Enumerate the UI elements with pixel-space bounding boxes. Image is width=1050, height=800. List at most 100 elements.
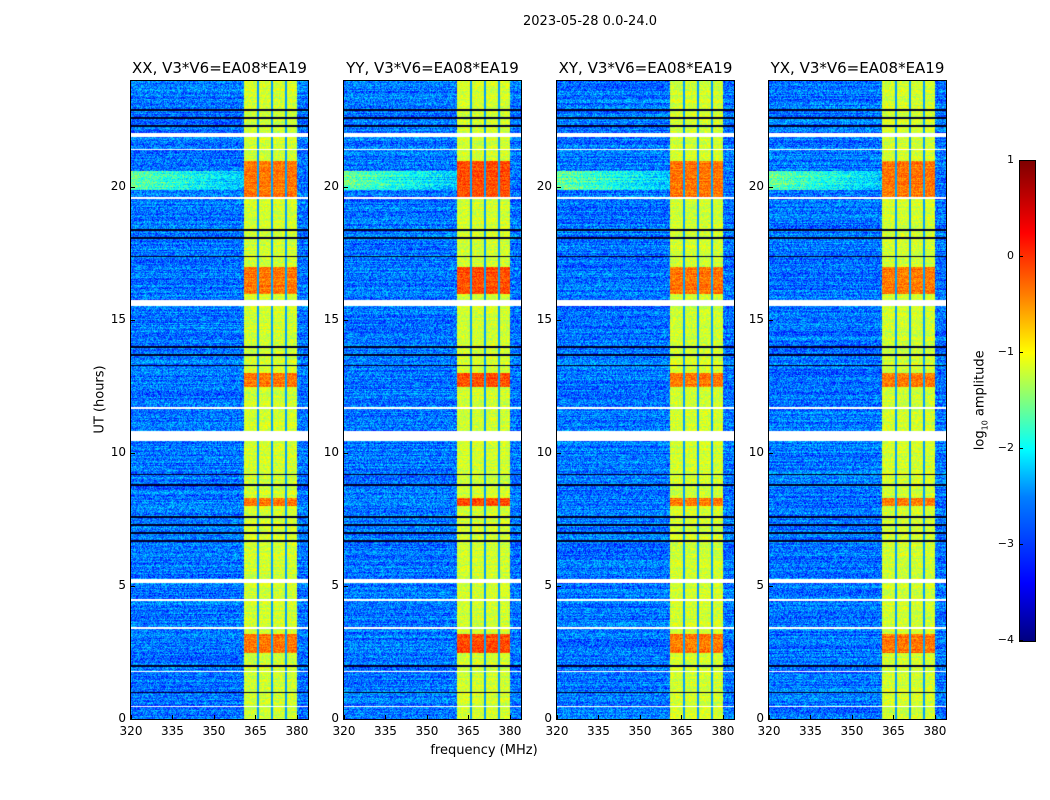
colorbar-tick-mark (1019, 640, 1023, 641)
x-tick-label: 380 (711, 724, 735, 738)
colorbar-label-suffix: amplitude (972, 350, 988, 421)
y-tick-label: 5 (331, 578, 339, 593)
y-tick-label: 15 (748, 312, 764, 327)
y-tick-label: 20 (110, 179, 126, 194)
heatmap-canvas (769, 81, 946, 719)
heatmap-panel (556, 80, 735, 720)
y-tick-mark (557, 187, 561, 189)
x-tick-label: 350 (202, 724, 226, 738)
y-tick-label: 0 (544, 711, 552, 725)
x-tick-mark (598, 715, 600, 719)
y-tick-mark (344, 187, 348, 189)
colorbar-tick-label: −3 (997, 537, 1014, 550)
y-tick-mark (769, 187, 773, 189)
x-tick-mark (509, 715, 511, 719)
colorbar-tick-mark (1019, 448, 1023, 449)
x-tick-label: 380 (285, 724, 309, 738)
y-tick-label: 20 (323, 179, 339, 194)
x-tick-mark (468, 715, 470, 719)
y-tick-mark (344, 320, 348, 322)
y-tick-mark (557, 453, 561, 455)
y-tick-label: 20 (748, 179, 764, 194)
y-tick-mark (344, 453, 348, 455)
y-tick-mark (557, 320, 561, 322)
y-tick-label: 15 (110, 312, 126, 327)
x-tick-mark (131, 715, 132, 719)
colorbar-tick-mark (1019, 256, 1023, 257)
y-tick-mark (769, 586, 773, 588)
x-tick-label: 320 (332, 724, 356, 738)
x-tick-mark (851, 715, 853, 719)
panel-title: YY, V3*V6=EA08*EA19 (346, 59, 519, 77)
x-tick-label: 335 (587, 724, 610, 738)
x-tick-label: 320 (757, 724, 781, 738)
y-tick-label: 10 (748, 445, 764, 460)
colorbar-label: log10 amplitude (973, 335, 990, 465)
y-tick-mark (769, 320, 773, 322)
x-tick-label: 380 (923, 724, 947, 738)
y-tick-label: 0 (331, 711, 339, 725)
y-tick-mark (557, 719, 561, 720)
y-tick-label: 15 (536, 312, 552, 327)
x-tick-mark (934, 715, 936, 719)
x-tick-mark (426, 715, 428, 719)
x-tick-label: 365 (457, 724, 480, 738)
y-tick-label: 10 (323, 445, 339, 460)
y-tick-label: 5 (544, 578, 552, 593)
heatmap-panel (343, 80, 522, 720)
x-tick-mark (255, 715, 257, 719)
x-tick-mark (769, 715, 770, 719)
x-tick-mark (893, 715, 895, 719)
heatmap-panel (768, 80, 947, 720)
figure-title: 2023-05-28 0.0-24.0 (523, 14, 657, 29)
x-tick-mark (557, 715, 558, 719)
x-tick-mark (296, 715, 298, 719)
x-tick-mark (385, 715, 387, 719)
y-tick-mark (131, 187, 135, 189)
y-tick-mark (769, 453, 773, 455)
y-axis-label: UT (hours) (92, 365, 108, 434)
x-tick-label: 335 (161, 724, 184, 738)
x-tick-mark (639, 715, 641, 719)
panel-title: YX, V3*V6=EA08*EA19 (770, 59, 945, 77)
colorbar-label-prefix: log (972, 430, 988, 451)
y-tick-label: 0 (756, 711, 764, 725)
x-tick-mark (681, 715, 683, 719)
colorbar (1019, 160, 1036, 642)
x-tick-label: 350 (415, 724, 439, 738)
panel-title: XY, V3*V6=EA08*EA19 (558, 59, 733, 77)
x-tick-label: 365 (244, 724, 267, 738)
colorbar-tick-mark (1019, 544, 1023, 545)
x-tick-mark (344, 715, 345, 719)
panel-title: XX, V3*V6=EA08*EA19 (132, 59, 307, 77)
colorbar-tick-label: 0 (1007, 249, 1014, 262)
y-tick-mark (344, 719, 348, 720)
y-tick-mark (131, 586, 135, 588)
heatmap-canvas (131, 81, 308, 719)
x-tick-label: 350 (840, 724, 864, 738)
x-tick-mark (722, 715, 724, 719)
x-tick-mark (810, 715, 812, 719)
y-tick-mark (131, 453, 135, 455)
y-tick-label: 0 (118, 711, 126, 725)
colorbar-tick-label: −2 (997, 441, 1014, 454)
x-tick-label: 380 (498, 724, 522, 738)
y-tick-mark (557, 586, 561, 588)
x-tick-label: 335 (799, 724, 822, 738)
colorbar-tick-mark (1019, 352, 1023, 353)
heatmap-panel (130, 80, 309, 720)
x-tick-label: 350 (628, 724, 652, 738)
heatmap-canvas (344, 81, 521, 719)
y-tick-label: 20 (536, 179, 552, 194)
y-tick-mark (131, 320, 135, 322)
x-axis-label: frequency (MHz) (430, 743, 538, 758)
y-tick-label: 5 (118, 578, 126, 593)
colorbar-label-sub: 10 (980, 420, 990, 431)
colorbar-tick-label: −1 (997, 345, 1014, 358)
x-tick-label: 320 (119, 724, 143, 738)
y-tick-mark (131, 719, 135, 720)
x-tick-label: 365 (882, 724, 905, 738)
y-tick-label: 10 (536, 445, 552, 460)
x-tick-label: 335 (374, 724, 397, 738)
colorbar-tick-label: −4 (997, 633, 1014, 646)
